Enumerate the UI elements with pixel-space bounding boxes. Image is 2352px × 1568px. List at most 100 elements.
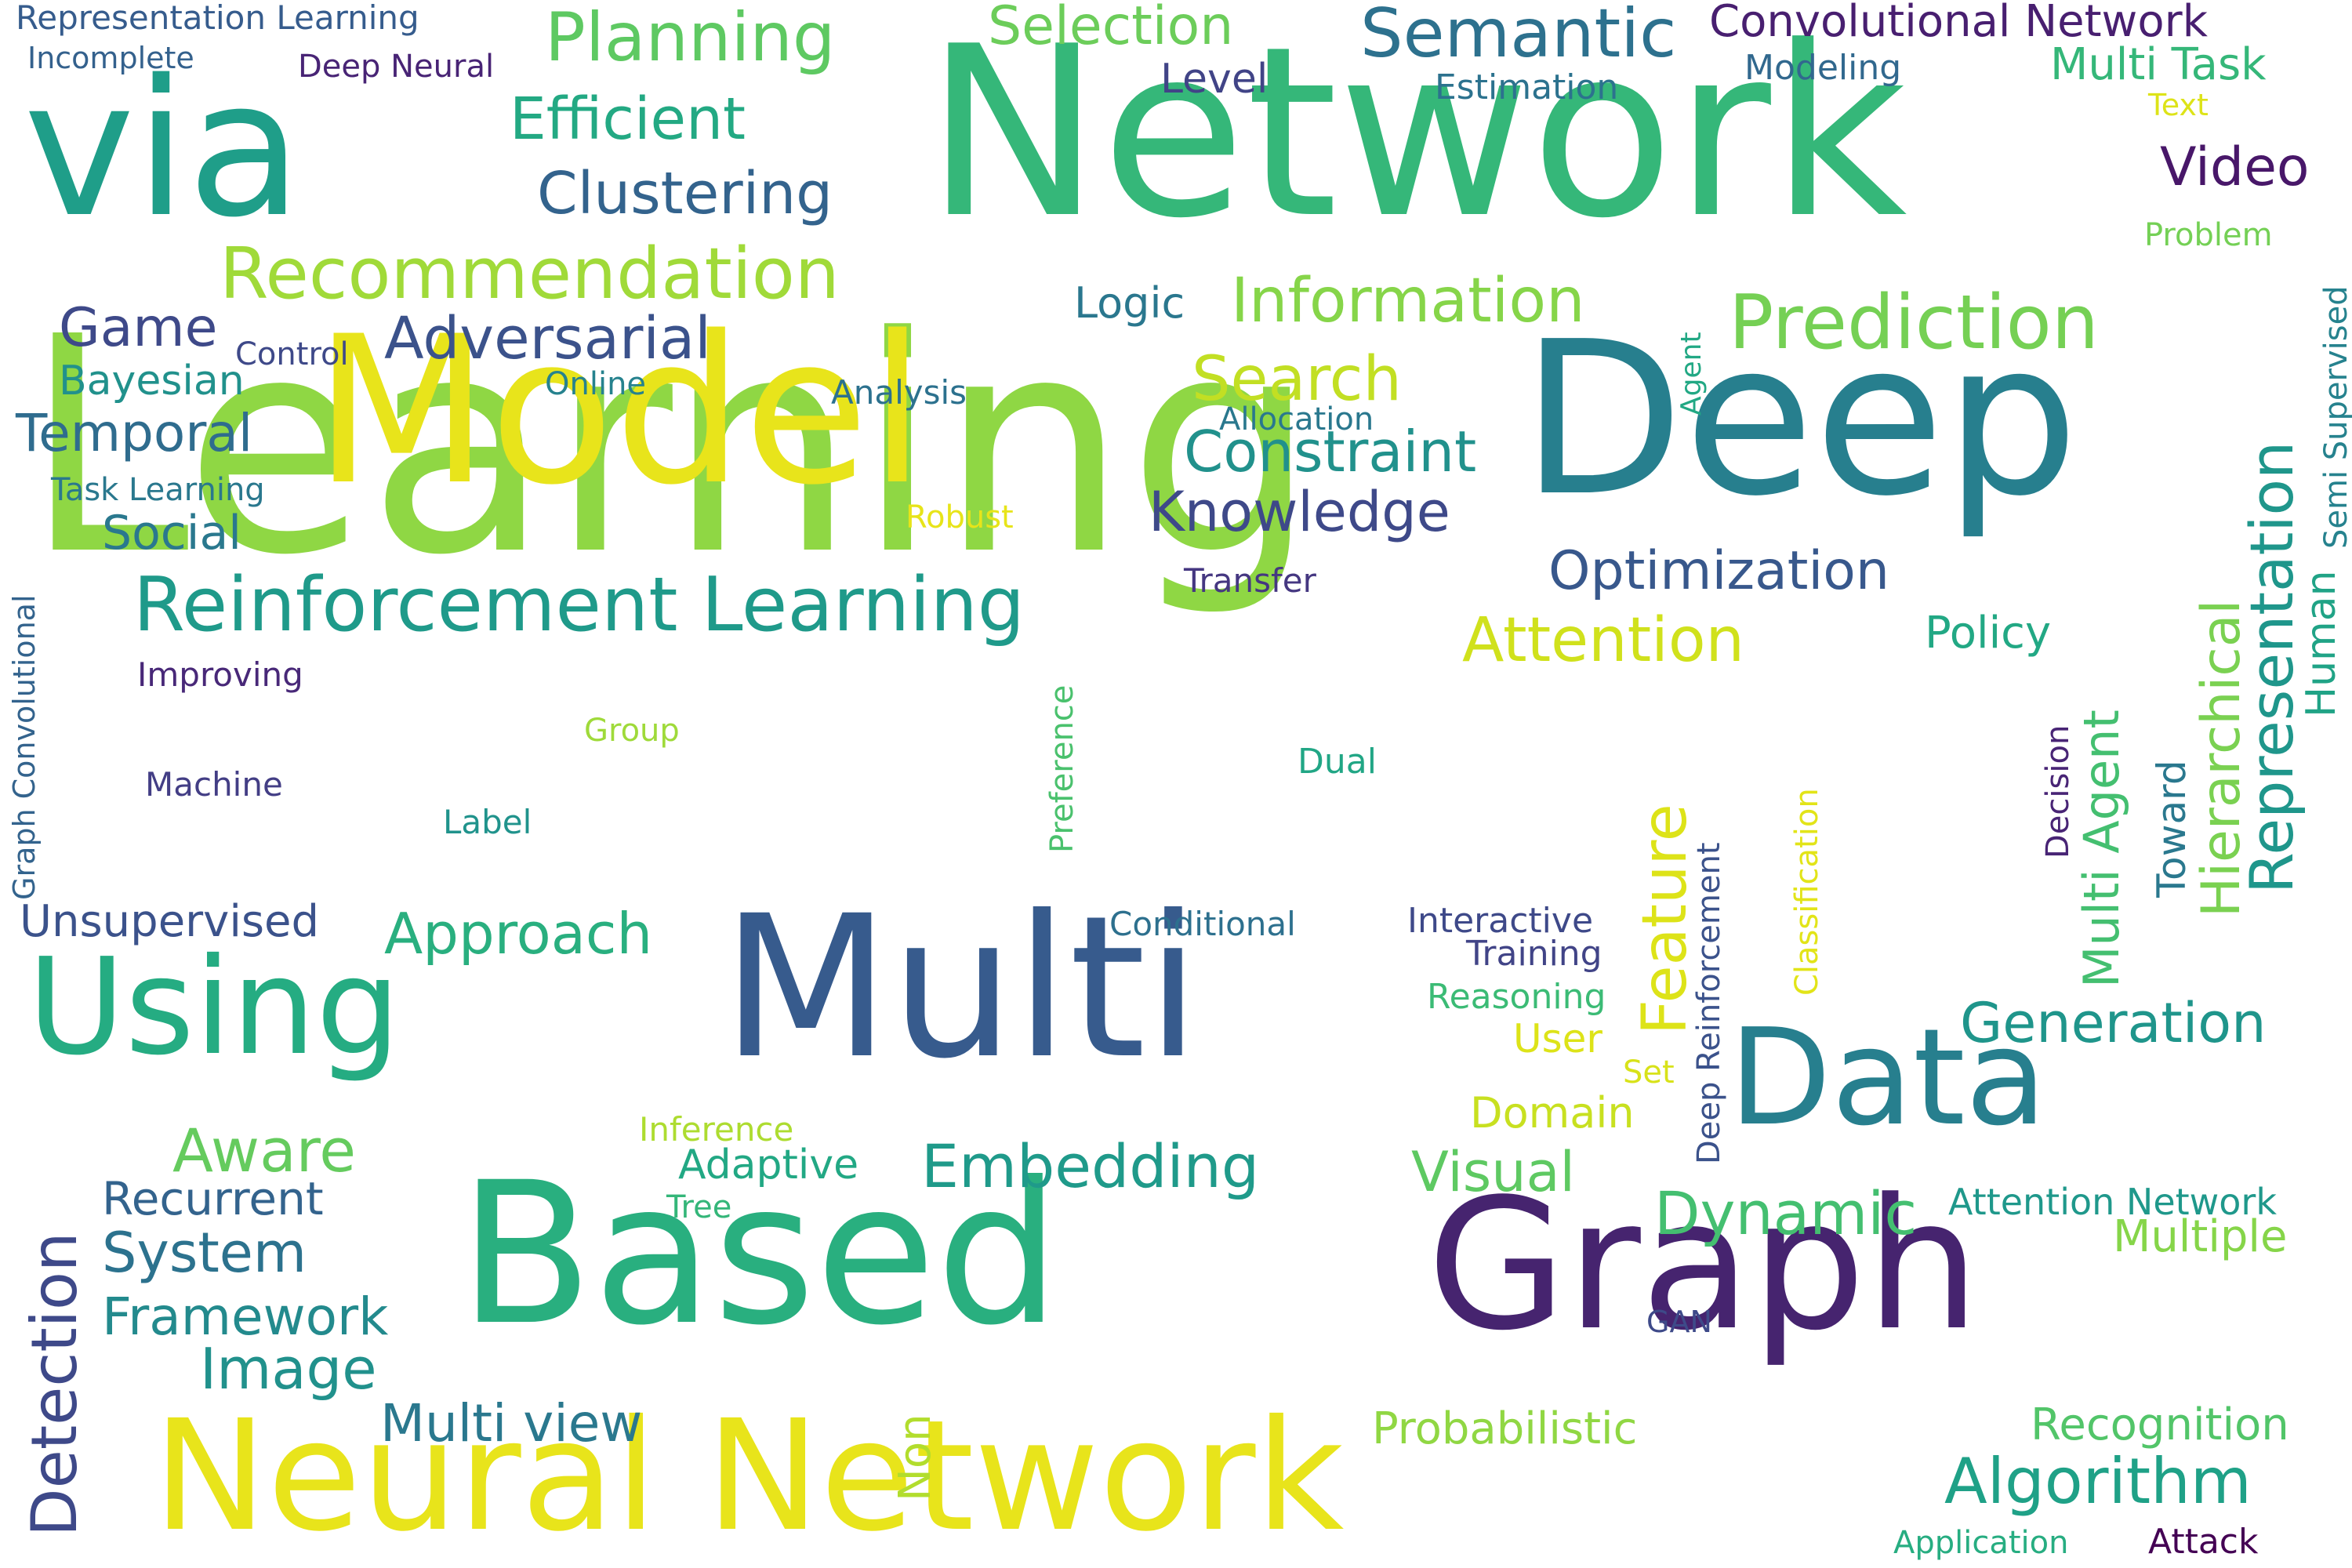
word: Adversarial (384, 305, 711, 372)
word: Semi Supervised (2318, 285, 2352, 549)
word: Level (1160, 56, 1269, 103)
word: Algorithm (1944, 1445, 2252, 1518)
word: Deep Reinforcement (1691, 842, 1727, 1164)
word: Toward (2149, 760, 2194, 898)
word: Social (102, 506, 241, 561)
word: Feature (1630, 804, 1700, 1035)
word: Visual (1411, 1140, 1575, 1204)
word: Representation Learning (16, 0, 419, 37)
word: Set (1623, 1054, 1675, 1091)
word: Human (2298, 570, 2345, 717)
word: Multi view (380, 1393, 643, 1454)
word: Problem (2144, 217, 2273, 253)
word: Training (1466, 934, 1602, 974)
word: via (24, 39, 303, 259)
word: Preference (1044, 684, 1080, 853)
word: Allocation (1219, 401, 1374, 437)
word: Control (235, 336, 349, 372)
word: Attention (1462, 605, 1744, 676)
word: Dual (1298, 742, 1377, 782)
word: Label (443, 803, 532, 841)
word: Domain (1470, 1088, 1635, 1138)
word: Policy (1925, 608, 2052, 659)
word: Probabilistic (1372, 1403, 1638, 1454)
word: Analysis (831, 373, 967, 412)
word: Generation (1960, 991, 2267, 1055)
word: Estimation (1435, 67, 1619, 107)
word: User (1513, 1016, 1602, 1062)
word: Video (2160, 136, 2310, 198)
word: Recognition (2031, 1399, 2289, 1450)
word: Decision (2040, 724, 2076, 858)
word: Machine (145, 765, 283, 804)
word: Data (1729, 1000, 2047, 1156)
word: Clustering (537, 160, 833, 227)
word: Game (59, 297, 218, 359)
word: Interactive (1407, 901, 1594, 941)
word: Semantic (1360, 0, 1677, 73)
word: Non (890, 1414, 941, 1501)
word: Dynamic (1654, 1178, 1918, 1248)
word: Multi (721, 873, 1201, 1102)
word: Bayesian (59, 358, 245, 405)
word: System (102, 1221, 307, 1285)
word: Representation (2237, 441, 2307, 894)
word: Aware (172, 1116, 356, 1185)
word: Reinforcement Learning (133, 562, 1025, 648)
word: Conditional (1109, 905, 1296, 943)
word: Transfer (1184, 561, 1316, 600)
word: Agent (1675, 332, 1708, 416)
word: Network (925, 0, 1907, 270)
word: Unsupervised (20, 896, 320, 947)
word: Framework (102, 1287, 389, 1347)
word: GAN (1646, 1305, 1712, 1339)
word: Task Learning (51, 472, 265, 508)
word: Learning (24, 273, 1317, 620)
word: Detection (18, 1232, 91, 1537)
word: Constraint (1184, 419, 1477, 485)
word: Deep Neural (298, 49, 495, 85)
word: Attack (2148, 1522, 2259, 1562)
word: Online (545, 366, 647, 402)
word: Graph Convolutional (7, 594, 42, 900)
word: Deep (1521, 296, 2079, 543)
word: Multi Task (2050, 39, 2267, 90)
word: Logic (1074, 278, 1185, 328)
word: Optimization (1548, 540, 1889, 602)
word: Search (1192, 344, 1402, 415)
word: Recurrent (102, 1172, 324, 1225)
word: Recommendation (220, 233, 840, 315)
word: Information (1231, 266, 1585, 336)
word: Based (459, 1140, 1061, 1368)
word: Text (2148, 88, 2209, 122)
word: Neural Network (153, 1387, 1345, 1565)
word: Attention Network (1948, 1181, 2277, 1223)
word: Planning (545, 0, 836, 77)
word: Adaptive (678, 1142, 859, 1189)
word: Multi Agent (2073, 710, 2130, 988)
word: Approach (384, 901, 653, 967)
word: Selection (988, 0, 1234, 57)
word: Robust (906, 499, 1014, 535)
word: Temporal (16, 403, 253, 463)
word: Convolutional Network (1709, 0, 2209, 47)
word: Application (1893, 1525, 2069, 1561)
word: Group (584, 713, 680, 749)
word: Model (314, 293, 926, 530)
word: Inference (639, 1110, 794, 1149)
word: Modeling (1744, 48, 1902, 88)
word: Prediction (1729, 280, 2099, 366)
word: Improving (137, 655, 303, 694)
word: Incomplete (27, 41, 194, 75)
word: Graph (1427, 1161, 1980, 1370)
word: Classification (1789, 788, 1825, 996)
word: Efficient (510, 85, 746, 153)
word: Image (200, 1336, 377, 1402)
word: Tree (666, 1189, 732, 1225)
word: Using (27, 930, 401, 1085)
word: Reasoning (1427, 977, 1606, 1017)
word: Embedding (921, 1131, 1260, 1201)
word: Multiple (2113, 1211, 2288, 1262)
word: Knowledge (1149, 480, 1450, 544)
